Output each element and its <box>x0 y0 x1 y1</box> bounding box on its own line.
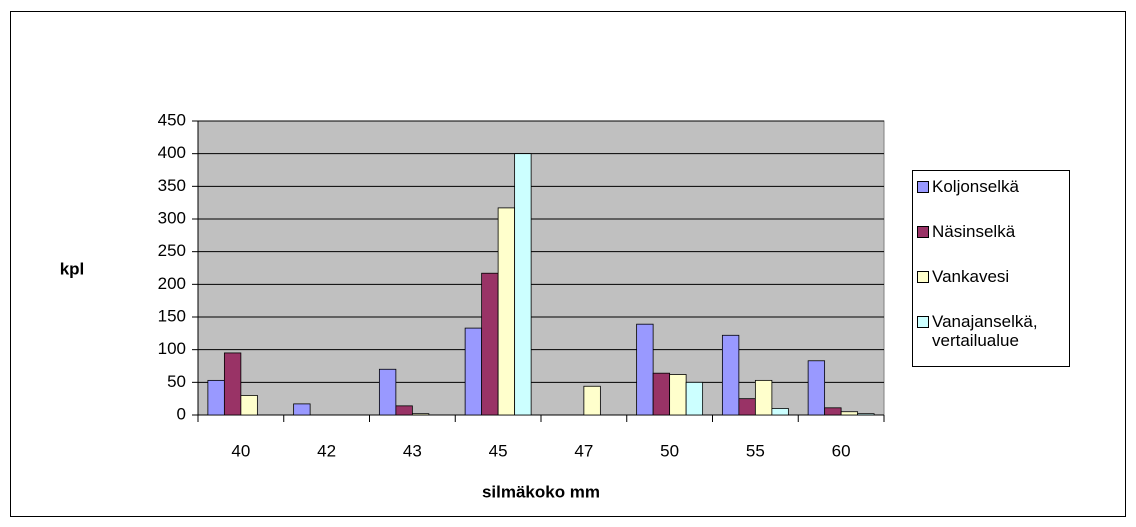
y-tick-label: 0 <box>177 404 186 423</box>
legend-swatch <box>917 226 929 238</box>
y-tick-label: 250 <box>158 241 186 260</box>
bar <box>807 360 826 416</box>
bar <box>857 413 875 416</box>
legend-label: Vankavesi <box>932 267 1010 286</box>
bar <box>721 334 740 416</box>
bar <box>685 381 704 416</box>
x-tick-label: 43 <box>403 441 422 460</box>
y-tick-label: 450 <box>158 110 186 129</box>
bar <box>738 398 756 416</box>
bar <box>293 403 311 416</box>
legend-swatch <box>917 316 929 328</box>
bar <box>223 352 242 416</box>
bar <box>754 379 773 416</box>
legend-label: Näsinselkä <box>932 222 1016 241</box>
y-tick-label: 400 <box>158 143 186 162</box>
bar <box>652 372 671 416</box>
bar <box>583 385 601 416</box>
bar <box>395 405 413 416</box>
legend-item: Vankavesi <box>917 267 1065 286</box>
legend-swatch <box>917 181 929 193</box>
legend-label: Vanajanselkä, vertailualue <box>932 312 1038 350</box>
plot-area <box>197 120 885 416</box>
y-tick-label: 50 <box>167 372 186 391</box>
bar <box>378 368 397 416</box>
x-tick-label: 40 <box>231 441 250 460</box>
x-axis-label: silmäkoko mm <box>482 482 600 501</box>
bar <box>824 407 842 416</box>
legend-item: Vanajanselkä, vertailualue <box>917 312 1065 350</box>
legend-label: Koljonselkä <box>932 177 1019 196</box>
bar <box>497 207 516 416</box>
bar <box>411 413 430 416</box>
bar <box>669 374 687 416</box>
x-tick-label: 45 <box>489 441 508 460</box>
y-tick-label: 100 <box>158 339 186 358</box>
legend-item: Näsinselkä <box>917 222 1065 241</box>
legend-swatch <box>917 271 929 283</box>
x-tick-label: 55 <box>746 441 765 460</box>
bar <box>771 408 789 416</box>
legend-item: Koljonselkä <box>917 177 1065 196</box>
bar <box>636 323 654 416</box>
bar <box>240 394 258 416</box>
legend: Koljonselkä Näsinselkä Vankavesi Vanajansel… <box>912 170 1070 367</box>
bar <box>481 272 499 416</box>
bar <box>840 411 859 416</box>
x-tick-label: 47 <box>574 441 593 460</box>
x-tick-label: 60 <box>832 441 851 460</box>
x-tick-label: 50 <box>660 441 679 460</box>
y-tick-label: 200 <box>158 274 186 293</box>
bar <box>464 327 483 416</box>
bar <box>207 379 225 416</box>
y-axis-label: kpl <box>60 259 85 278</box>
y-tick-label: 350 <box>158 176 186 195</box>
bar <box>514 153 532 416</box>
x-tick-label: 42 <box>317 441 336 460</box>
y-tick-label: 150 <box>158 306 186 325</box>
y-tick-label: 300 <box>158 208 186 227</box>
